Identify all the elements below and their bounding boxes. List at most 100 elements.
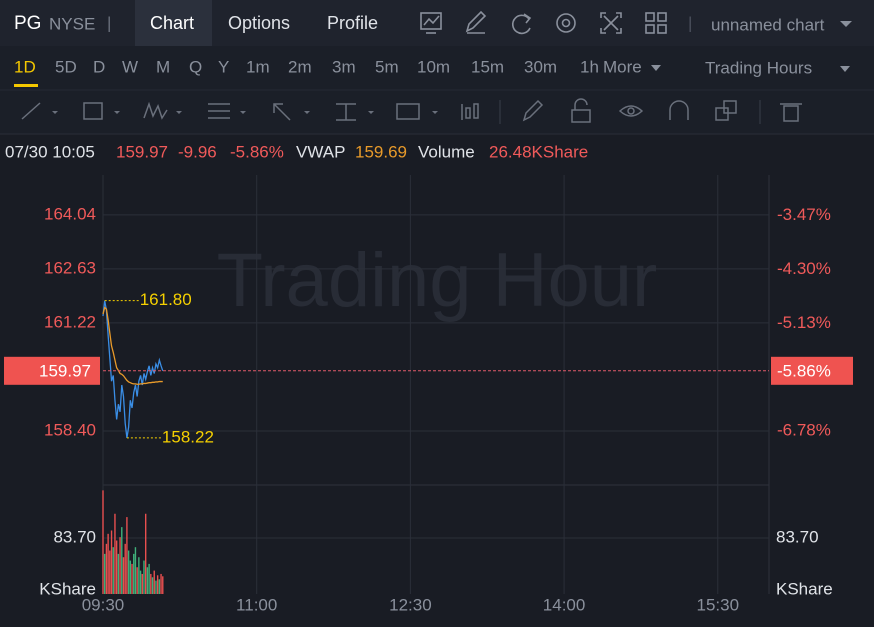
volume-bar [146,567,149,594]
tab[interactable]: Chart [150,13,194,33]
y2-tick-label: -6.78% [777,420,831,439]
volume-bar [143,560,145,594]
dropdown-arrow[interactable] [840,66,850,72]
period-button[interactable]: 5m [375,57,399,76]
volume-bar [119,537,121,594]
period-button[interactable]: 15m [471,57,504,76]
volume-bar [133,553,135,594]
volume-bar [136,567,138,594]
y-tick-label: 158.40 [44,420,96,439]
period-button[interactable]: D [93,57,105,76]
period-button[interactable]: 3m [332,57,356,76]
y2-tick-label: -5.13% [777,313,831,332]
volume-bar [105,543,108,594]
volume-bar [131,563,133,594]
y-tick-label: 164.04 [44,204,96,223]
volume-bar [141,573,143,594]
vwap-line [102,306,163,385]
volume-bar [109,550,111,594]
volume-bar [104,553,106,594]
refresh-icon[interactable] [511,13,532,35]
volume-bar [121,527,123,594]
x-tick-label: 11:00 [236,595,277,614]
volume-bar [155,580,157,594]
y-tick-label: 161.22 [44,312,96,331]
session-select[interactable]: Trading Hours [705,58,812,77]
volume-bar [151,577,154,594]
info-volume: 26.48KShare [489,142,588,161]
period-button[interactable]: 1h [580,57,599,76]
watermark: Trading Hour [217,238,658,323]
volume-bar [126,517,128,594]
exchange: NYSE [49,14,95,33]
period-bar [0,46,874,90]
volume-bar [156,575,159,594]
volume-bar [127,550,130,594]
info-price: 159.97 [116,142,168,161]
volume-bar [129,560,132,594]
volume-bar [124,543,126,594]
annotation-label: 158.22 [162,427,214,446]
volume-tick-label: 83.70 [776,528,819,547]
annotation-label: 161.80 [140,290,192,309]
info-change-pct: -5.86% [230,142,284,161]
x-tick-label: 09:30 [82,595,125,614]
info-datetime: 07/30 10:05 [5,142,95,161]
chart-name[interactable]: unnamed chart [711,15,825,34]
price-line [102,300,164,438]
volume-tick-label: 83.70 [53,528,96,547]
dropdown-arrow[interactable] [840,21,852,27]
last-price-label: 159.97 [39,361,91,380]
indicator-icon[interactable] [420,12,442,34]
period-button[interactable]: 2m [288,57,312,76]
drawing-tools[interactable] [21,98,802,124]
volume-bar [162,576,164,594]
volume-bar [102,490,104,594]
volume-bar [115,540,118,594]
period-button[interactable]: Y [218,57,229,76]
active-period-underline [14,84,38,87]
settings-icon[interactable] [556,13,576,33]
volume-bar [158,579,161,594]
dropdown-arrow[interactable] [651,65,661,71]
volume-bar [117,553,120,594]
volume-bar [138,557,140,594]
info-change: -9.96 [178,142,217,161]
volume-bar [160,573,162,594]
volume-bar [150,573,152,594]
period-button[interactable]: 1D [14,57,36,76]
more-button[interactable]: More [603,57,642,76]
period-button[interactable]: 1m [246,57,270,76]
volume-bar [110,530,113,594]
last-change-box [771,356,853,385]
x-tick-label: 15:30 [696,595,739,614]
tab[interactable]: Profile [327,13,378,33]
separator: | [688,13,692,32]
volume-bar [148,563,150,594]
info-vwap-label: VWAP [296,142,345,161]
info-vwap: 159.69 [355,142,407,161]
period-button[interactable]: M [156,57,170,76]
period-button[interactable]: Q [189,57,202,76]
volume-bar [107,533,109,594]
volume-bar [153,570,155,594]
info-volume-label: Volume [418,142,475,161]
volume-bar [144,513,147,594]
y2-tick-label: -3.47% [777,205,831,224]
period-button[interactable]: 5D [55,57,77,76]
separator: | [107,13,111,32]
symbol: PG [14,13,41,34]
volume-unit: KShare [39,579,96,598]
last-change-label: -5.86% [777,361,831,380]
layout-icon[interactable] [645,12,667,34]
active-tab-bg [135,0,212,46]
period-button[interactable]: 10m [417,57,450,76]
tab[interactable]: Options [228,13,290,33]
volume-bar [134,547,137,594]
draw-icon[interactable] [465,10,487,34]
fullscreen-icon[interactable] [600,12,622,34]
period-button[interactable]: 30m [524,57,557,76]
period-button[interactable]: W [122,57,138,76]
